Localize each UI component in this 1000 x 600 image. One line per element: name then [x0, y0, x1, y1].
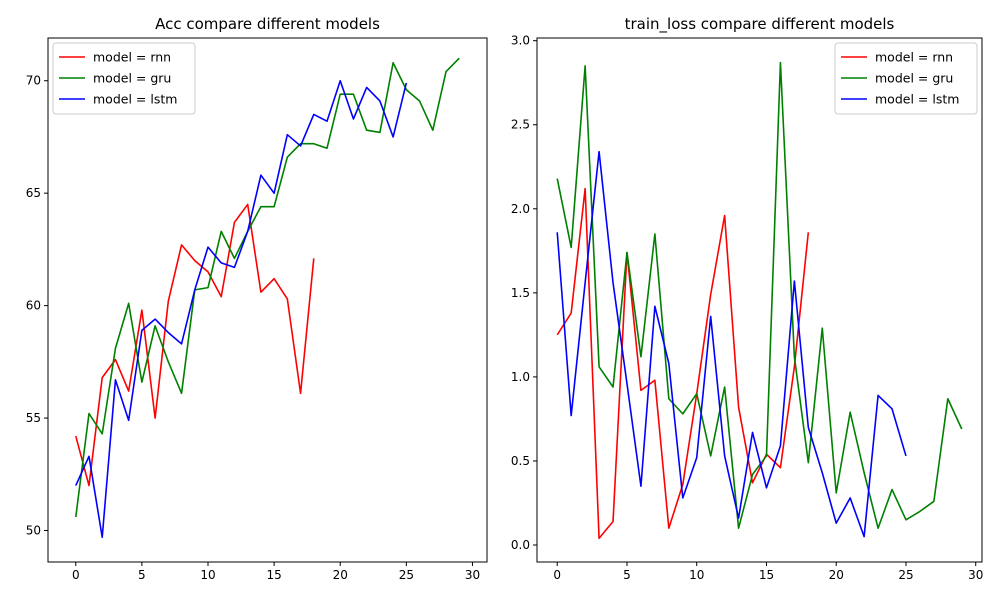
axes-frame — [536, 37, 983, 563]
y-tick-label: 0.0 — [511, 538, 530, 552]
y-tick-label: 55 — [26, 411, 41, 425]
y-tick-label: 3.0 — [511, 34, 530, 48]
series-line-model-gru — [556, 61, 963, 530]
y-tick-label: 60 — [26, 299, 41, 313]
x-tick-label: 0 — [72, 568, 80, 582]
x-tick-label: 5 — [623, 568, 631, 582]
x-tick-label: 5 — [138, 568, 146, 582]
y-tick-label: 1.0 — [511, 370, 530, 384]
legend-label-model-gru: model = gru — [93, 71, 171, 86]
train-loss-chart-panel: train_loss compare different models 0 5 10 1… — [511, 15, 983, 582]
series-line-model-lstm — [556, 150, 907, 538]
x-tick-label: 25 — [399, 568, 414, 582]
x-tick-label: 25 — [898, 568, 913, 582]
series-line-model-lstm — [75, 79, 408, 539]
x-tick-label: 10 — [200, 568, 215, 582]
legend-box — [834, 42, 978, 115]
x-tick-label: 20 — [829, 568, 844, 582]
x-tick-label: 0 — [553, 568, 561, 582]
chart-title: Acc compare different models — [155, 15, 380, 33]
legend: model = rnn model = gru model = lstm — [834, 42, 978, 115]
x-tick-label: 10 — [689, 568, 704, 582]
series-line-model-rnn — [556, 187, 810, 540]
chart-title: train_loss compare different models — [625, 15, 895, 34]
series-line-model-gru — [74, 57, 460, 518]
acc-chart-panel: Acc compare different models 0 5 10 15 20 25 30… — [26, 15, 488, 582]
y-tick-label: 50 — [26, 524, 41, 538]
legend-label-model-rnn: model = rnn — [93, 50, 171, 65]
x-tick-label: 15 — [266, 568, 281, 582]
y-tick-label: 65 — [26, 186, 41, 200]
x-tick-label: 30 — [465, 568, 480, 582]
y-tick-label: 70 — [26, 74, 41, 88]
legend-label-model-rnn: model = rnn — [875, 50, 953, 65]
y-tick-label: 2.0 — [511, 202, 530, 216]
y-tick-label: 2.5 — [511, 118, 530, 132]
legend: model = rnn model = gru model = lstm — [52, 42, 196, 115]
series-line-model-rnn — [74, 203, 315, 487]
legend-label-model-gru: model = gru — [875, 71, 953, 86]
axes-frame — [47, 37, 488, 563]
legend-label-model-lstm: model = lstm — [875, 92, 959, 107]
x-tick-label: 15 — [759, 568, 774, 582]
x-tick-label: 30 — [968, 568, 983, 582]
legend-label-model-lstm: model = lstm — [93, 92, 177, 107]
y-tick-label: 1.5 — [511, 286, 530, 300]
legend-box — [52, 42, 196, 115]
y-tick-label: 0.5 — [511, 454, 530, 468]
x-tick-label: 20 — [333, 568, 348, 582]
